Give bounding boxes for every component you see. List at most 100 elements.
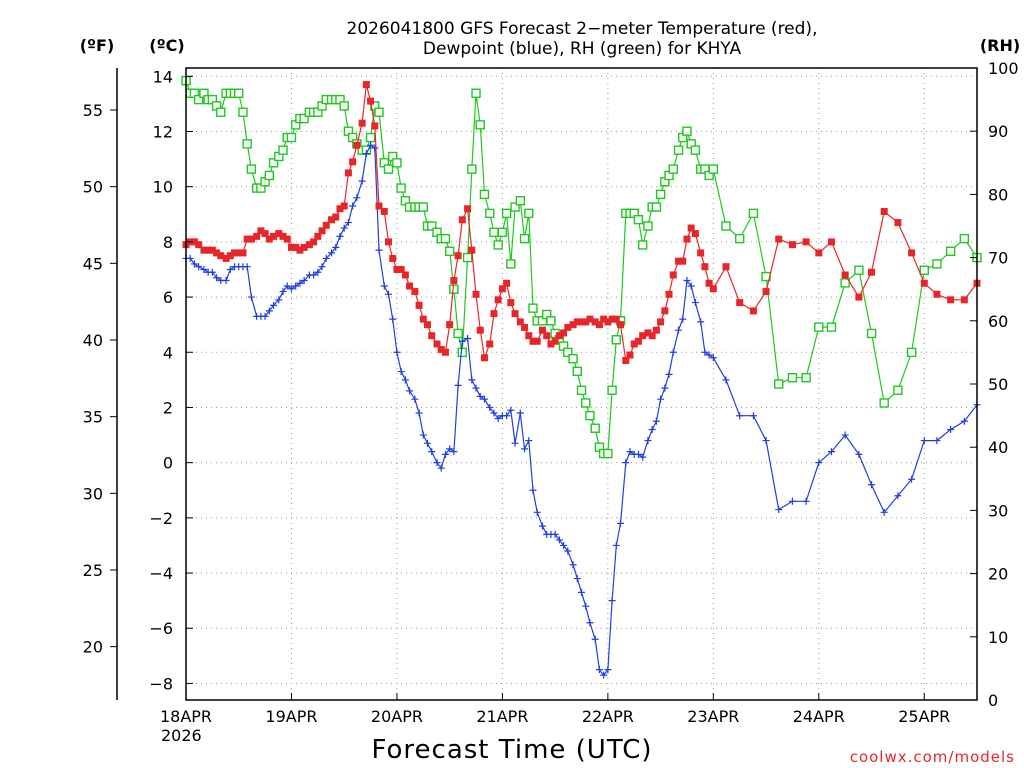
rh-point xyxy=(365,132,376,143)
rh-point xyxy=(467,164,477,174)
temperature-point xyxy=(736,299,744,307)
dewpoint-point xyxy=(437,464,445,472)
rh-point xyxy=(510,202,520,212)
chart-title-line-2: Dewpoint (blue), RH (green) for KHYA xyxy=(423,39,742,59)
dewpoint-point xyxy=(226,265,234,273)
dewpoint-point xyxy=(265,307,273,315)
temperature-point xyxy=(669,271,677,279)
rh-point xyxy=(673,145,684,155)
dewpoint-point xyxy=(578,588,585,596)
dewpoint-point xyxy=(960,417,968,425)
dewpoint-point xyxy=(595,666,603,674)
dewpoint-point xyxy=(275,296,283,304)
rh-point xyxy=(286,132,297,143)
temperature-point xyxy=(362,81,370,89)
temperature-point xyxy=(841,271,849,279)
rh-point xyxy=(879,398,889,408)
rh-point xyxy=(462,252,473,263)
rh-point xyxy=(475,120,485,130)
rh-tick-label: 60 xyxy=(988,312,1008,331)
dewpoint-point xyxy=(626,448,634,456)
temperature-point xyxy=(287,243,295,251)
temperature-point xyxy=(648,332,656,340)
rh-point xyxy=(919,265,929,275)
temperature-point xyxy=(802,238,810,246)
dewpoint-point xyxy=(186,254,194,262)
temperature-point xyxy=(441,348,449,356)
dewpoint-point xyxy=(384,290,392,298)
dewpoint-point xyxy=(555,536,563,544)
temperature-point xyxy=(261,230,269,238)
x-axis-title: Forecast Time (UTC) xyxy=(371,735,652,765)
dewpoint-point xyxy=(344,219,352,227)
rh-point xyxy=(590,423,600,433)
dewpoint-point xyxy=(283,282,291,290)
rh-point xyxy=(563,347,573,358)
dewpoint-point xyxy=(322,254,330,262)
dewpoint-point xyxy=(454,381,462,389)
temperature-point xyxy=(555,332,563,340)
dewpoint-point xyxy=(612,541,620,549)
temperature-point xyxy=(384,238,392,246)
temperature-point xyxy=(393,265,401,273)
temperature-point xyxy=(322,221,330,229)
rh-point xyxy=(787,372,798,383)
temperature-point xyxy=(344,169,352,177)
dewpoint-point xyxy=(815,459,823,467)
temperature-point xyxy=(332,213,340,221)
temperature-point xyxy=(578,318,585,326)
rh-point xyxy=(506,259,516,269)
rh-tick-label: 70 xyxy=(988,249,1008,268)
rh-point xyxy=(493,240,503,250)
temperature-point xyxy=(634,337,642,345)
temperature-point xyxy=(213,249,221,257)
dewpoint-point xyxy=(353,194,361,202)
rh-point xyxy=(392,158,402,168)
dewpoint-point xyxy=(195,263,203,271)
temperature-point xyxy=(529,337,537,345)
rh-point xyxy=(708,164,719,174)
dewpoint-point xyxy=(802,497,810,505)
temperature-point xyxy=(701,263,709,271)
temperature-point xyxy=(406,282,414,290)
rh-point xyxy=(418,202,428,212)
dewpoint-point xyxy=(336,232,344,240)
x-tick-label: 22APR xyxy=(582,707,634,726)
rh-point xyxy=(234,88,244,98)
tick-labels: 18APR 19APR 20APR 21APR 22APR 23APR 24APR 25APR… xyxy=(83,59,1019,726)
temperature-point xyxy=(310,238,318,246)
dewpoint-point xyxy=(367,141,375,149)
temperature-point xyxy=(788,241,796,249)
celsius-tick-label: 14 xyxy=(153,67,173,86)
dewpoint-point xyxy=(397,368,405,376)
dewpoint-point xyxy=(569,561,577,569)
x-tick-label: 23APR xyxy=(687,707,739,726)
temperature-point xyxy=(454,252,462,260)
dewpoint-point xyxy=(652,417,660,425)
dewpoint-point xyxy=(480,395,488,403)
temperature-point xyxy=(318,227,326,235)
rh-point xyxy=(528,303,538,313)
celsius-unit-label: (ºC) xyxy=(149,36,184,55)
rh-tick-label: 80 xyxy=(988,185,1008,204)
rh-point xyxy=(611,335,622,345)
temperature-point xyxy=(419,315,427,323)
dewpoint-point xyxy=(533,508,541,516)
temperature-point xyxy=(424,321,432,329)
temperature-point xyxy=(679,257,687,265)
dewpoint-point xyxy=(511,439,519,447)
rh-point xyxy=(515,196,526,206)
plot-frame xyxy=(185,67,978,701)
rh-point xyxy=(801,372,811,383)
temperature-point xyxy=(433,340,441,348)
dewpoint-point xyxy=(287,285,295,293)
dewpoint-point xyxy=(644,437,652,445)
dewpoint-point xyxy=(213,274,221,282)
dewpoint-point xyxy=(494,414,502,422)
rh-point xyxy=(264,170,275,181)
temperature-point xyxy=(292,243,300,251)
x-tick-label: 21APR xyxy=(476,707,528,726)
dewpoint-point xyxy=(450,448,458,456)
temperature-point xyxy=(665,290,673,298)
dewpoint-point xyxy=(538,522,546,530)
